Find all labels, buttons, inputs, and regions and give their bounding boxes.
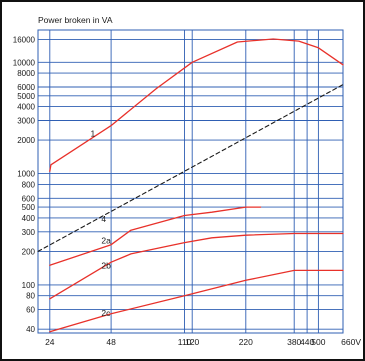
x-tick-label: 380 xyxy=(287,337,301,347)
chart-svg: Power broken in VA 40 60 80 100 200 300 400 500… xyxy=(13,15,362,347)
y-tick-label: 800 xyxy=(22,180,36,189)
series-line-2b xyxy=(49,232,344,300)
x-tick-label: 110 xyxy=(178,337,192,347)
y-tick-label: 60 xyxy=(26,306,35,315)
y-tick-label: 500 xyxy=(22,203,36,212)
x-tick-label: 120 xyxy=(185,337,199,347)
x-tick-label: 440 xyxy=(300,337,314,347)
x-tick-label: 220 xyxy=(239,337,253,347)
curve-label-2a: 2a xyxy=(101,236,111,246)
series-line-1 xyxy=(49,38,344,172)
y-tick-label: 10000 xyxy=(13,58,36,67)
plot-border xyxy=(37,29,344,334)
y-tick-label: 100 xyxy=(22,281,36,290)
y-tick-label: 200 xyxy=(22,247,36,256)
curve-label-2b: 2b xyxy=(101,260,111,270)
chart-title: Power broken in VA xyxy=(38,15,113,25)
y-tick-label: 400 xyxy=(22,214,36,223)
x-tick-label: 500 xyxy=(311,337,325,347)
y-tick-label: 300 xyxy=(22,228,36,237)
grid xyxy=(37,29,344,334)
x-tick-label: 24 xyxy=(45,337,55,347)
y-tick-label: 4000 xyxy=(17,103,35,112)
y-tick-label: 16000 xyxy=(13,36,36,45)
curve-label-4: 4 xyxy=(101,214,106,224)
y-tick-label: 40 xyxy=(26,325,35,334)
curves xyxy=(37,38,344,333)
y-tick-label: 6000 xyxy=(17,83,35,92)
curve-label-1: 1 xyxy=(91,128,96,138)
y-tick-label: 8000 xyxy=(17,69,35,78)
y-tick-label: 600 xyxy=(22,194,36,203)
series-line-2a xyxy=(49,206,262,266)
series-line-2c xyxy=(49,269,344,333)
curve-labels: 1 4 2a 2b 2c xyxy=(91,128,112,318)
y-tick-label: 2000 xyxy=(17,136,35,145)
y-tick-label: 3000 xyxy=(17,117,35,126)
curve-label-2c: 2c xyxy=(101,308,111,318)
y-tick-label: 1000 xyxy=(17,170,35,179)
y-tick-label: 5000 xyxy=(17,92,35,101)
x-tick-label: 48 xyxy=(106,337,116,347)
series-line-4 xyxy=(37,84,344,252)
x-tick-label: 660V xyxy=(341,337,361,347)
y-tick-label: 80 xyxy=(26,292,35,301)
